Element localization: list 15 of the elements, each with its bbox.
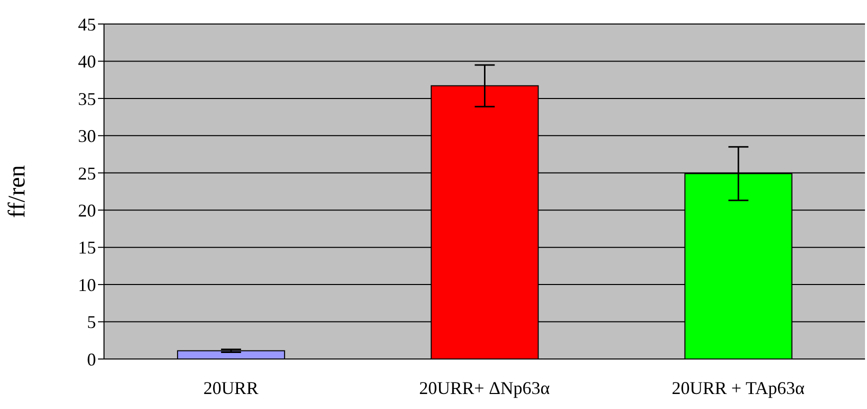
- y-tick-label: 45: [78, 14, 96, 34]
- y-tick-label: 25: [78, 163, 96, 184]
- y-tick-label: 35: [78, 88, 96, 109]
- x-tick-label: 20URR: [203, 378, 258, 398]
- y-tick-label: 10: [78, 274, 96, 295]
- y-axis-title: ff/ren: [4, 165, 31, 218]
- y-tick-label: 0: [87, 349, 96, 370]
- y-tick-label: 5: [87, 312, 96, 332]
- x-tick-label: 20URR+ ΔNp63α: [419, 378, 550, 398]
- y-tick-label: 20: [78, 200, 96, 220]
- bar: [177, 350, 286, 359]
- y-tick-label: 40: [78, 52, 96, 72]
- y-tick-label: 30: [78, 126, 96, 146]
- x-tick-label: 20URR + TAp63α: [672, 378, 806, 398]
- y-tick-label: 15: [78, 238, 96, 258]
